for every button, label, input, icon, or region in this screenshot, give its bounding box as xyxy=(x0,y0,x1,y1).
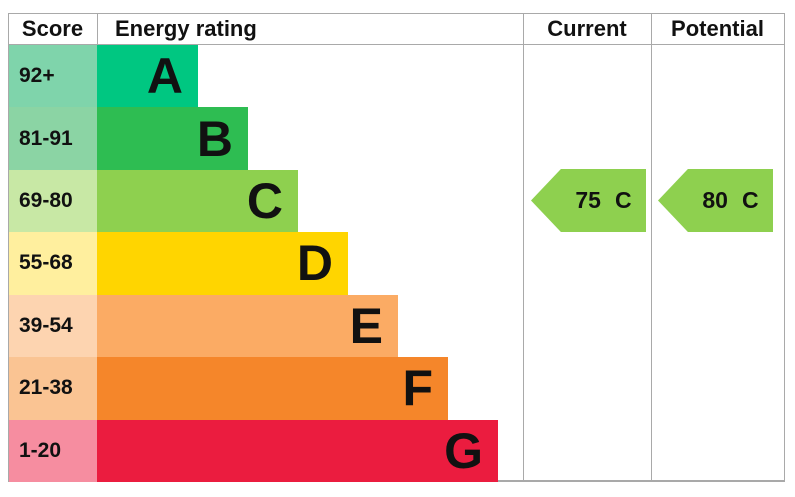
band-row-g: 1-20 G xyxy=(9,419,523,482)
divider-score-energy xyxy=(97,13,98,44)
band-row-d: 55-68 D xyxy=(9,232,523,295)
band-bar-b: B xyxy=(97,107,248,170)
potential-rating-band: C xyxy=(741,187,759,213)
band-bar-d: D xyxy=(97,232,348,295)
score-range-e: 39-54 xyxy=(9,294,97,358)
band-row-c: 69-80 C xyxy=(9,169,523,233)
column-header-current: Current xyxy=(547,15,627,41)
column-header-score: Score xyxy=(21,15,84,41)
current-rating-band: C xyxy=(614,187,632,213)
band-row-e: 39-54 E xyxy=(9,294,523,358)
column-header-energy-rating: Energy rating xyxy=(115,15,257,41)
score-range-d: 55-68 xyxy=(9,232,97,295)
band-bar-c: C xyxy=(97,169,298,233)
band-rows: 92+ A 81-91 B 69-80 C 55-68 D 39-54 E 21… xyxy=(9,45,523,482)
score-range-g: 1-20 xyxy=(9,419,97,482)
band-bar-e: E xyxy=(97,294,398,358)
band-row-a: 92+ A xyxy=(9,45,523,108)
score-range-c: 69-80 xyxy=(9,169,97,233)
column-header-potential: Potential xyxy=(671,15,764,41)
score-range-a: 92+ xyxy=(9,45,97,108)
score-range-f: 21-38 xyxy=(9,357,97,420)
header-underline xyxy=(8,44,785,45)
divider-energy-current xyxy=(523,13,524,482)
band-bar-f: F xyxy=(97,357,448,420)
band-row-f: 21-38 F xyxy=(9,357,523,420)
band-row-b: 81-91 B xyxy=(9,107,523,170)
score-range-b: 81-91 xyxy=(9,107,97,170)
band-bar-a: A xyxy=(97,45,198,108)
band-bar-g: G xyxy=(97,419,498,482)
divider-current-potential xyxy=(651,13,652,482)
potential-rating-value: 80 xyxy=(702,187,728,213)
current-rating-value: 75 xyxy=(575,187,601,213)
